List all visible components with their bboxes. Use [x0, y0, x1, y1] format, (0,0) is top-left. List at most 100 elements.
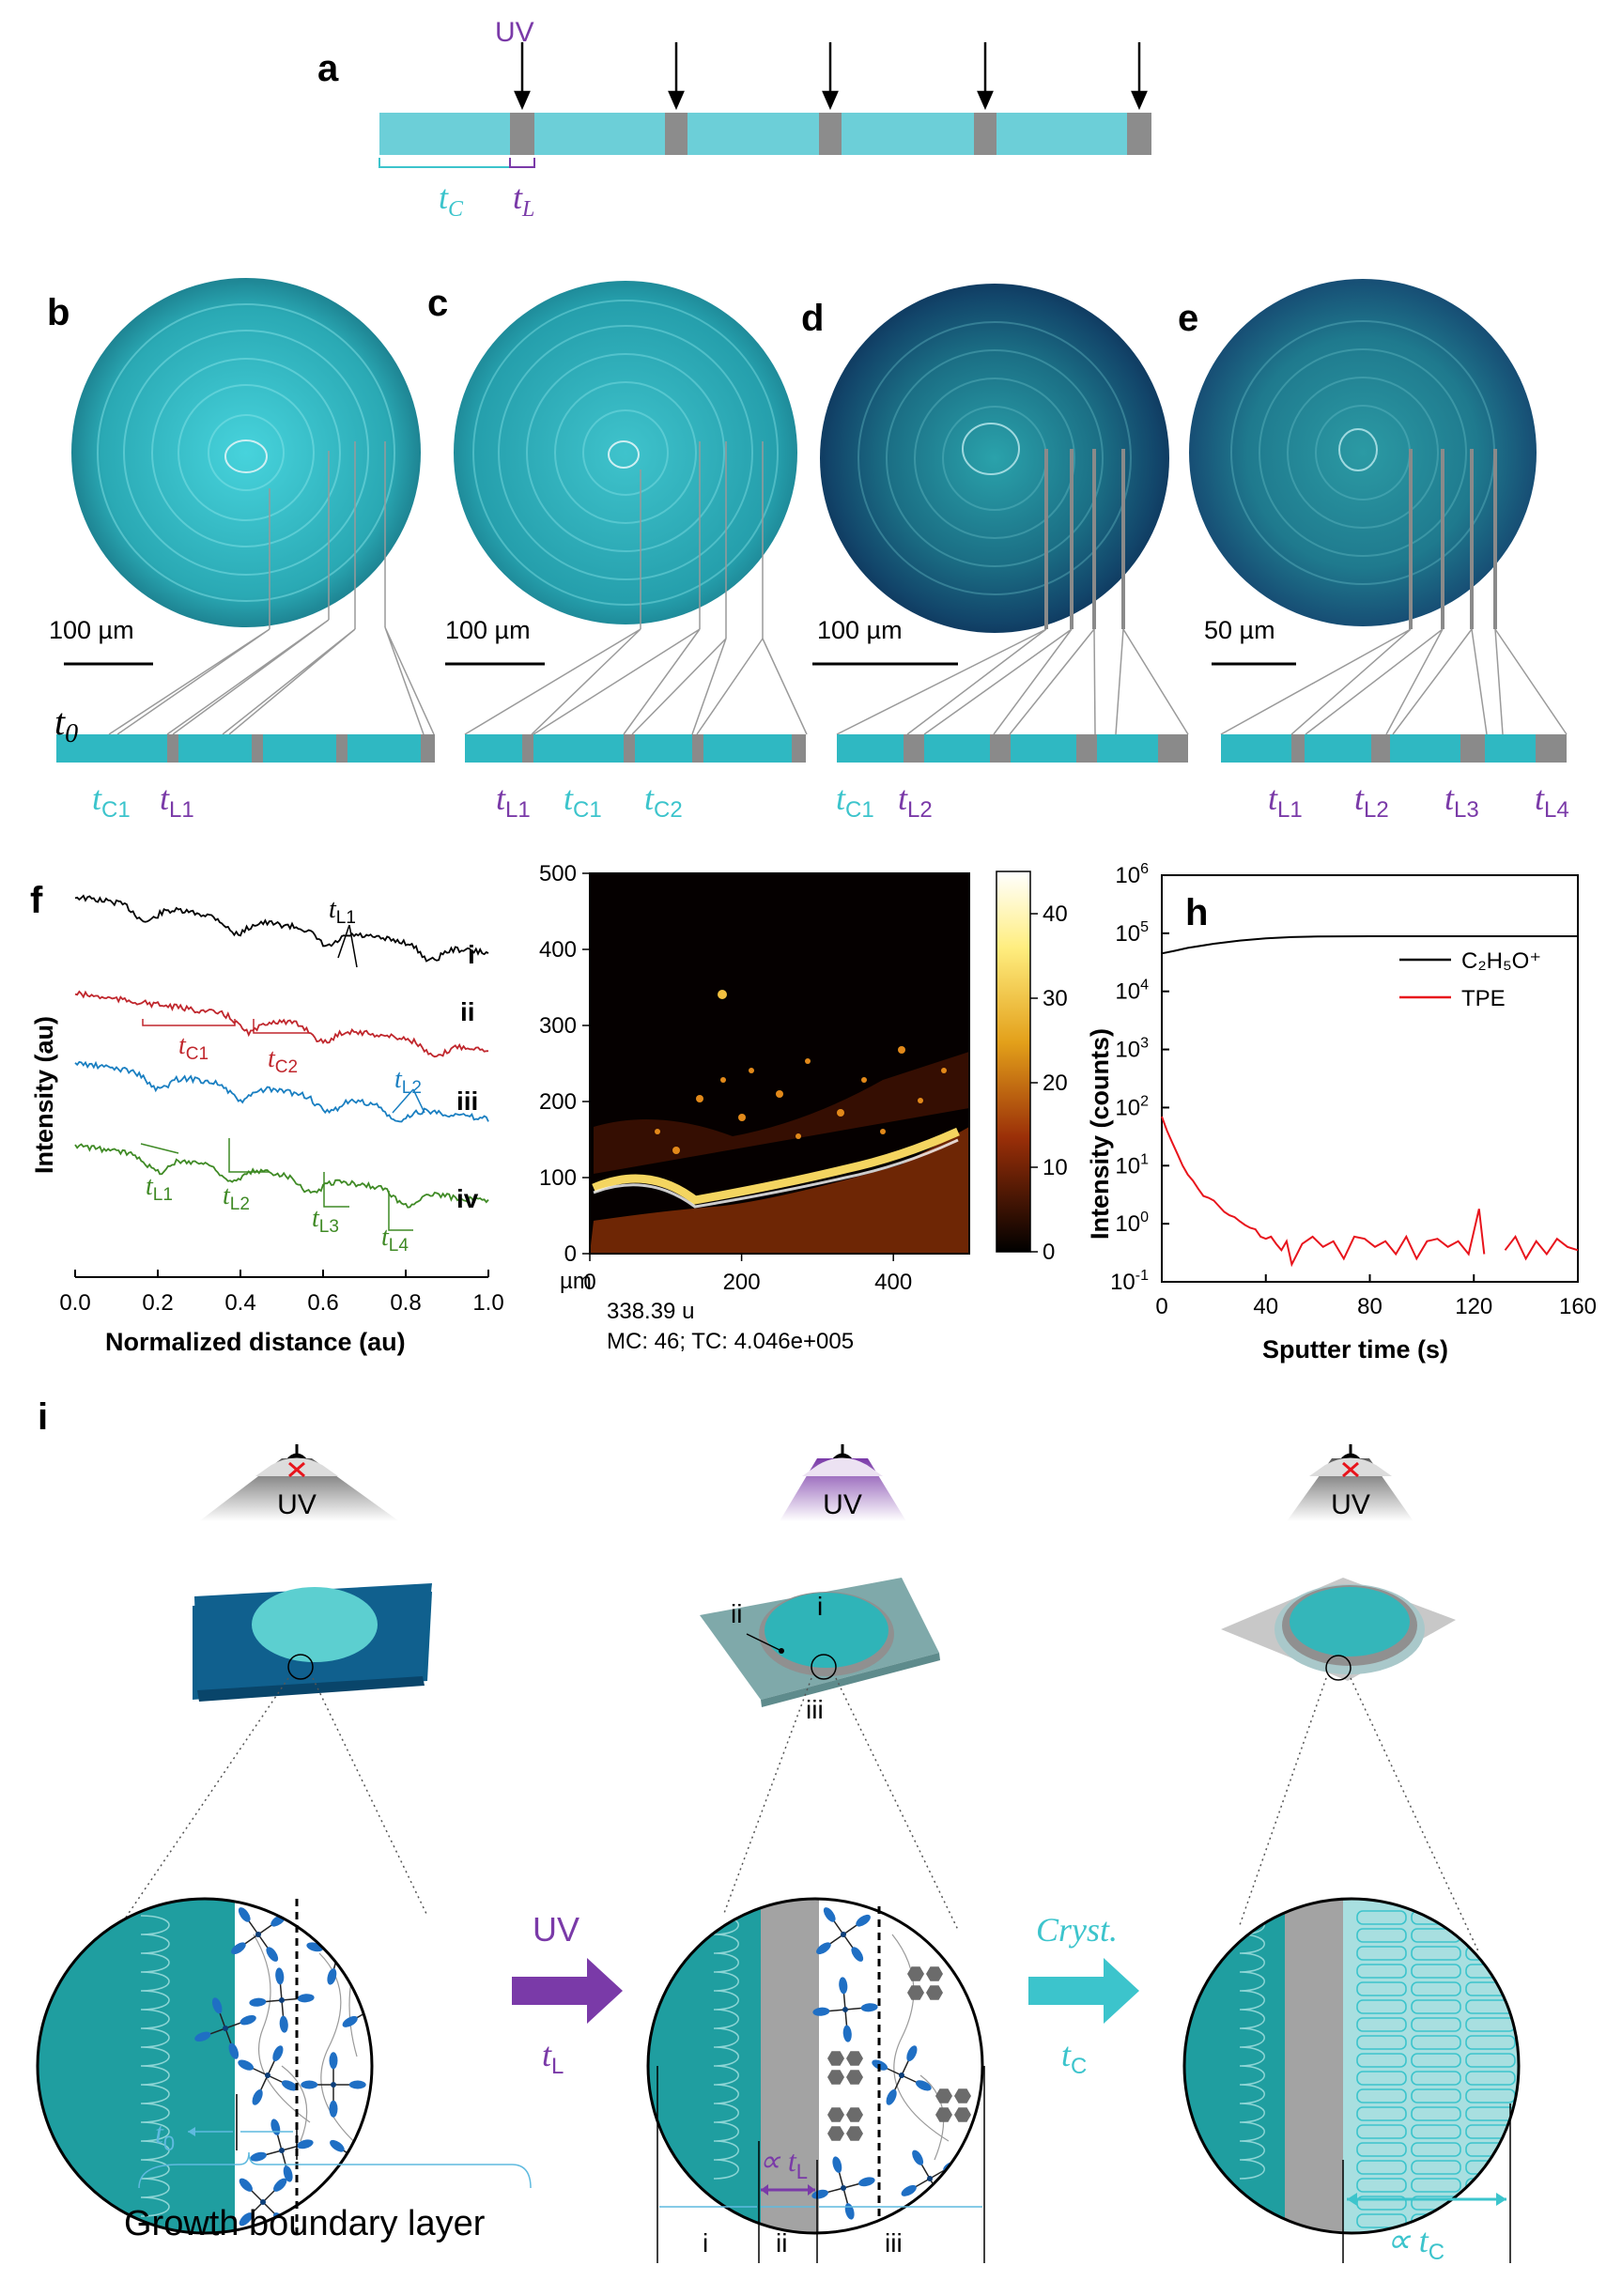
h-xtick: 40	[1253, 1294, 1278, 1319]
t0-label: t0	[54, 701, 78, 748]
strip-c-label-1: tL1	[496, 779, 531, 823]
svg-text:tL2: tL2	[223, 1181, 250, 1214]
h-series-c2h5o	[1161, 935, 1578, 955]
colorbar-tick: 20	[1043, 1071, 1068, 1096]
strip-d-label-2: tL2	[898, 779, 933, 823]
h-ytick: 102	[1115, 1093, 1149, 1120]
micrograph-d	[820, 284, 1169, 633]
h-ytick: 101	[1115, 1151, 1149, 1179]
zoom-circle-3	[1182, 1897, 1521, 2235]
zoom-circle-2	[646, 1897, 984, 2235]
uv-timeline	[378, 42, 1151, 168]
scale-bar-d: 100 µm	[817, 616, 903, 644]
film-1	[193, 1583, 432, 1702]
scale-region-ii: ii	[776, 2228, 787, 2257]
g-ytick: 300	[539, 1013, 577, 1039]
panel-label-d: d	[801, 298, 824, 339]
h-xtick: 120	[1455, 1294, 1492, 1319]
film-2	[700, 1578, 940, 1707]
panel-h-legend: C₂H₅O⁺ TPE	[1399, 948, 1541, 1011]
scale-region-iii: iii	[885, 2228, 903, 2257]
svg-text:tL4: tL4	[381, 1223, 409, 1256]
film-2-region-ii: ii	[731, 1599, 742, 1628]
f-curve	[74, 990, 489, 1058]
prop-tl: ∝ tL	[759, 2144, 808, 2183]
h-xtick: 0	[1155, 1294, 1167, 1319]
strip-e-label-2: tL2	[1354, 779, 1389, 823]
uv-process-label: UV	[533, 1910, 579, 1949]
strip-e-label-4: tL4	[1535, 779, 1569, 823]
h-ytick: 100	[1115, 1210, 1149, 1237]
scale-bar-e: 50 µm	[1204, 616, 1275, 644]
g-xtick: 0	[583, 1270, 595, 1295]
uv-lamp-label-3: UV	[1331, 1489, 1370, 1520]
panel-f-ylabel: Intensity (au)	[30, 1016, 58, 1174]
panel-g-caption-1: 338.39 u	[607, 1299, 694, 1324]
f-xtick: 0.8	[390, 1290, 421, 1316]
strip-e	[1221, 734, 1567, 763]
g-xtick: 200	[723, 1270, 761, 1295]
colorbar	[996, 871, 1031, 1253]
micrograph-b	[71, 278, 421, 627]
panel-f-curves	[74, 894, 489, 1209]
tc-label: tC	[439, 178, 464, 222]
panel-label-h: h	[1185, 892, 1208, 933]
uv-label: UV	[495, 17, 534, 48]
tl-label: tL	[513, 178, 534, 222]
h-series-tpe-tail	[1504, 1234, 1579, 1261]
panel-label-c: c	[427, 283, 448, 324]
svg-text:tL2: tL2	[394, 1065, 422, 1098]
f-xtick: 1.0	[472, 1290, 503, 1316]
f-curve	[74, 894, 489, 963]
panel-label-f: f	[30, 880, 43, 921]
cryst-process-t: tC	[1061, 2036, 1087, 2079]
g-xtick: 400	[874, 1270, 912, 1295]
cryst-process-label: Cryst.	[1036, 1911, 1118, 1949]
film-2-region-i: i	[817, 1592, 823, 1621]
cryst-process-arrow	[1028, 1958, 1139, 2024]
zoom-lines	[100, 1677, 1480, 1954]
colorbar-tick: 10	[1043, 1155, 1068, 1180]
f-xtick: 0.6	[307, 1290, 338, 1316]
h-ytick: 105	[1115, 919, 1149, 947]
h-xtick: 160	[1559, 1294, 1597, 1319]
boundary-layer-annotation	[138, 2094, 532, 2189]
f-xtick: 0.4	[224, 1290, 255, 1316]
g-ytick: 500	[539, 861, 577, 886]
uv-lamp-off-1	[199, 1444, 399, 1521]
scale-region-i: i	[703, 2228, 708, 2257]
panel-h-ylabel: Intensity (counts)	[1086, 1028, 1114, 1240]
panel-f-curve-labels: i ii iii iv	[456, 940, 479, 1213]
panel-label-i: i	[38, 1396, 48, 1438]
g-ytick: 200	[539, 1089, 577, 1115]
prop-tc: ∝ tC	[1386, 2222, 1444, 2265]
interface-marks-de	[1044, 449, 1497, 629]
panel-g-axes: 0 100 200 300 400 500 0 200 400 0 10 20 30 40	[539, 861, 1068, 1295]
f-xtick: 0.0	[59, 1290, 90, 1316]
panel-h-curves	[1161, 935, 1579, 1268]
projection-lines	[108, 441, 1568, 735]
panel-label-b: b	[47, 292, 70, 333]
uv-lamp-off-2	[1287, 1444, 1413, 1521]
panel-f-annotations: tL1 tC1 tC2 tL2 tL1 tL2 tL3 tL4	[146, 895, 422, 1256]
strip-d	[837, 734, 1188, 763]
g-ytick: 0	[564, 1241, 577, 1267]
f-curve	[74, 1143, 489, 1209]
uv-lamp-label-1: UV	[277, 1489, 317, 1520]
curve-label-i: i	[468, 940, 475, 969]
svg-text:tL1: tL1	[146, 1172, 173, 1205]
g-ytick: 100	[539, 1165, 577, 1191]
scale-bar-c: 100 µm	[445, 616, 531, 644]
colorbar-tick: 30	[1043, 986, 1068, 1011]
scale-bar-b: 100 µm	[49, 616, 134, 644]
svg-text:tL1: tL1	[329, 895, 356, 928]
uv-lamp-on	[780, 1444, 906, 1521]
strip-e-label-1: tL1	[1268, 779, 1303, 823]
h-ytick: 10-1	[1110, 1268, 1149, 1295]
strip-labels: tC1 tL1 tL1 tC1 tC2 tC1 tL2 tL1 tL2 tL3 …	[92, 779, 1569, 823]
growth-boundary-layer: Growth boundary layer	[124, 2204, 486, 2243]
strip-b	[56, 734, 435, 763]
svg-text:tC2: tC2	[268, 1044, 298, 1077]
panel-label-e: e	[1178, 298, 1198, 339]
